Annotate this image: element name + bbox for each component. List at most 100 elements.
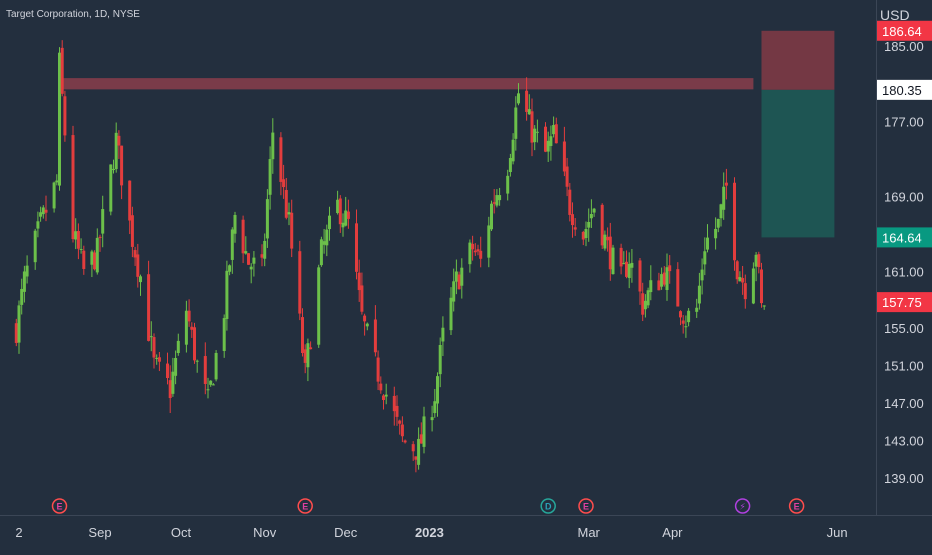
candle-body [660, 274, 663, 287]
candle-body [663, 273, 666, 285]
candle-body [628, 264, 631, 278]
candle-body [703, 251, 706, 264]
y-tick-label: 169.00 [884, 189, 924, 204]
candle-body [639, 260, 642, 291]
candle-body [128, 181, 131, 221]
candle-body [404, 440, 407, 442]
candle-body [417, 439, 420, 465]
candle-body [96, 238, 99, 273]
candle-body [377, 358, 380, 382]
candle-body [396, 406, 399, 417]
candle-body [706, 238, 709, 250]
candle-body [582, 232, 585, 240]
candle-body [212, 384, 215, 385]
candle-body [393, 396, 396, 411]
candle-body [531, 111, 534, 142]
candle-body [450, 298, 453, 330]
candle-body [117, 136, 120, 146]
candle-body [298, 251, 301, 313]
candle-body [644, 301, 647, 309]
candle-body [82, 251, 85, 269]
candle-body [547, 141, 550, 152]
candle-body [288, 212, 291, 214]
x-tick-label: Oct [171, 525, 192, 540]
candle-body [304, 349, 307, 363]
candle-body [320, 239, 323, 265]
candle-body [374, 319, 377, 352]
candle-body [679, 311, 682, 317]
candle-body [242, 220, 245, 254]
y-tick-label: 185.00 [884, 39, 924, 54]
candle-body [563, 142, 566, 172]
candle-body [431, 417, 434, 420]
candle-body [460, 268, 463, 286]
candle-body [177, 341, 180, 353]
candle-body [150, 336, 153, 337]
candle-body [625, 262, 628, 277]
price-label-text: 180.35 [882, 83, 922, 98]
candle-body [39, 212, 42, 216]
candle-body [109, 164, 112, 211]
candle-body [244, 251, 247, 253]
candle-body [360, 285, 363, 311]
candle-body [93, 253, 96, 270]
candle-body [61, 48, 64, 94]
candle-body [612, 248, 615, 274]
candle-body [325, 230, 328, 246]
price-label-text: 164.64 [882, 230, 922, 245]
candle-body [487, 225, 490, 257]
candle-body [234, 215, 237, 234]
candle-body [682, 321, 685, 324]
resistance-zone [60, 78, 754, 89]
candle-body [441, 328, 444, 342]
y-tick-label: 143.00 [884, 434, 924, 449]
candle-body [647, 290, 650, 305]
candle-body [20, 289, 23, 305]
candle-body [379, 384, 382, 391]
candle-body [18, 305, 21, 342]
candle-body [687, 311, 690, 322]
candle-body [23, 271, 26, 291]
candle-body [622, 263, 625, 264]
candle-body [398, 421, 401, 424]
candle-body [115, 133, 118, 169]
candle-body [55, 181, 58, 183]
y-tick-label: 147.00 [884, 396, 924, 411]
candle-body [261, 254, 264, 257]
candle-body [336, 200, 339, 213]
candle-body [355, 223, 358, 271]
candle-body [517, 93, 520, 103]
candle-body [382, 396, 385, 401]
candle-body [763, 305, 766, 306]
candle-body [366, 324, 369, 327]
earnings-event-symbol: E [302, 502, 308, 512]
symbol-title: Target Corporation, 1D, NYSE [6, 9, 140, 20]
candle-body [490, 204, 493, 230]
candle-body [555, 124, 558, 143]
candle-body [207, 389, 210, 390]
candle-body [266, 199, 269, 238]
candle-body [279, 137, 282, 182]
candle-body [601, 205, 604, 246]
candle-body [620, 248, 623, 267]
candle-body [363, 316, 366, 322]
candle-body [574, 227, 577, 229]
candle-body [433, 401, 436, 413]
x-tick-label: Dec [334, 525, 358, 540]
candle-body [698, 286, 701, 304]
candle-body [401, 424, 404, 436]
candle-body [452, 281, 455, 301]
candle-body [533, 129, 536, 142]
candle-body [649, 280, 652, 292]
candle-body [641, 293, 644, 314]
candle-body [225, 271, 228, 319]
candle-body [196, 361, 199, 362]
candle-body [701, 270, 704, 281]
candle-body [676, 269, 679, 306]
candle-body [190, 327, 193, 330]
x-tick-label: Mar [578, 525, 601, 540]
candle-body [252, 258, 255, 264]
candle-body [752, 268, 755, 303]
